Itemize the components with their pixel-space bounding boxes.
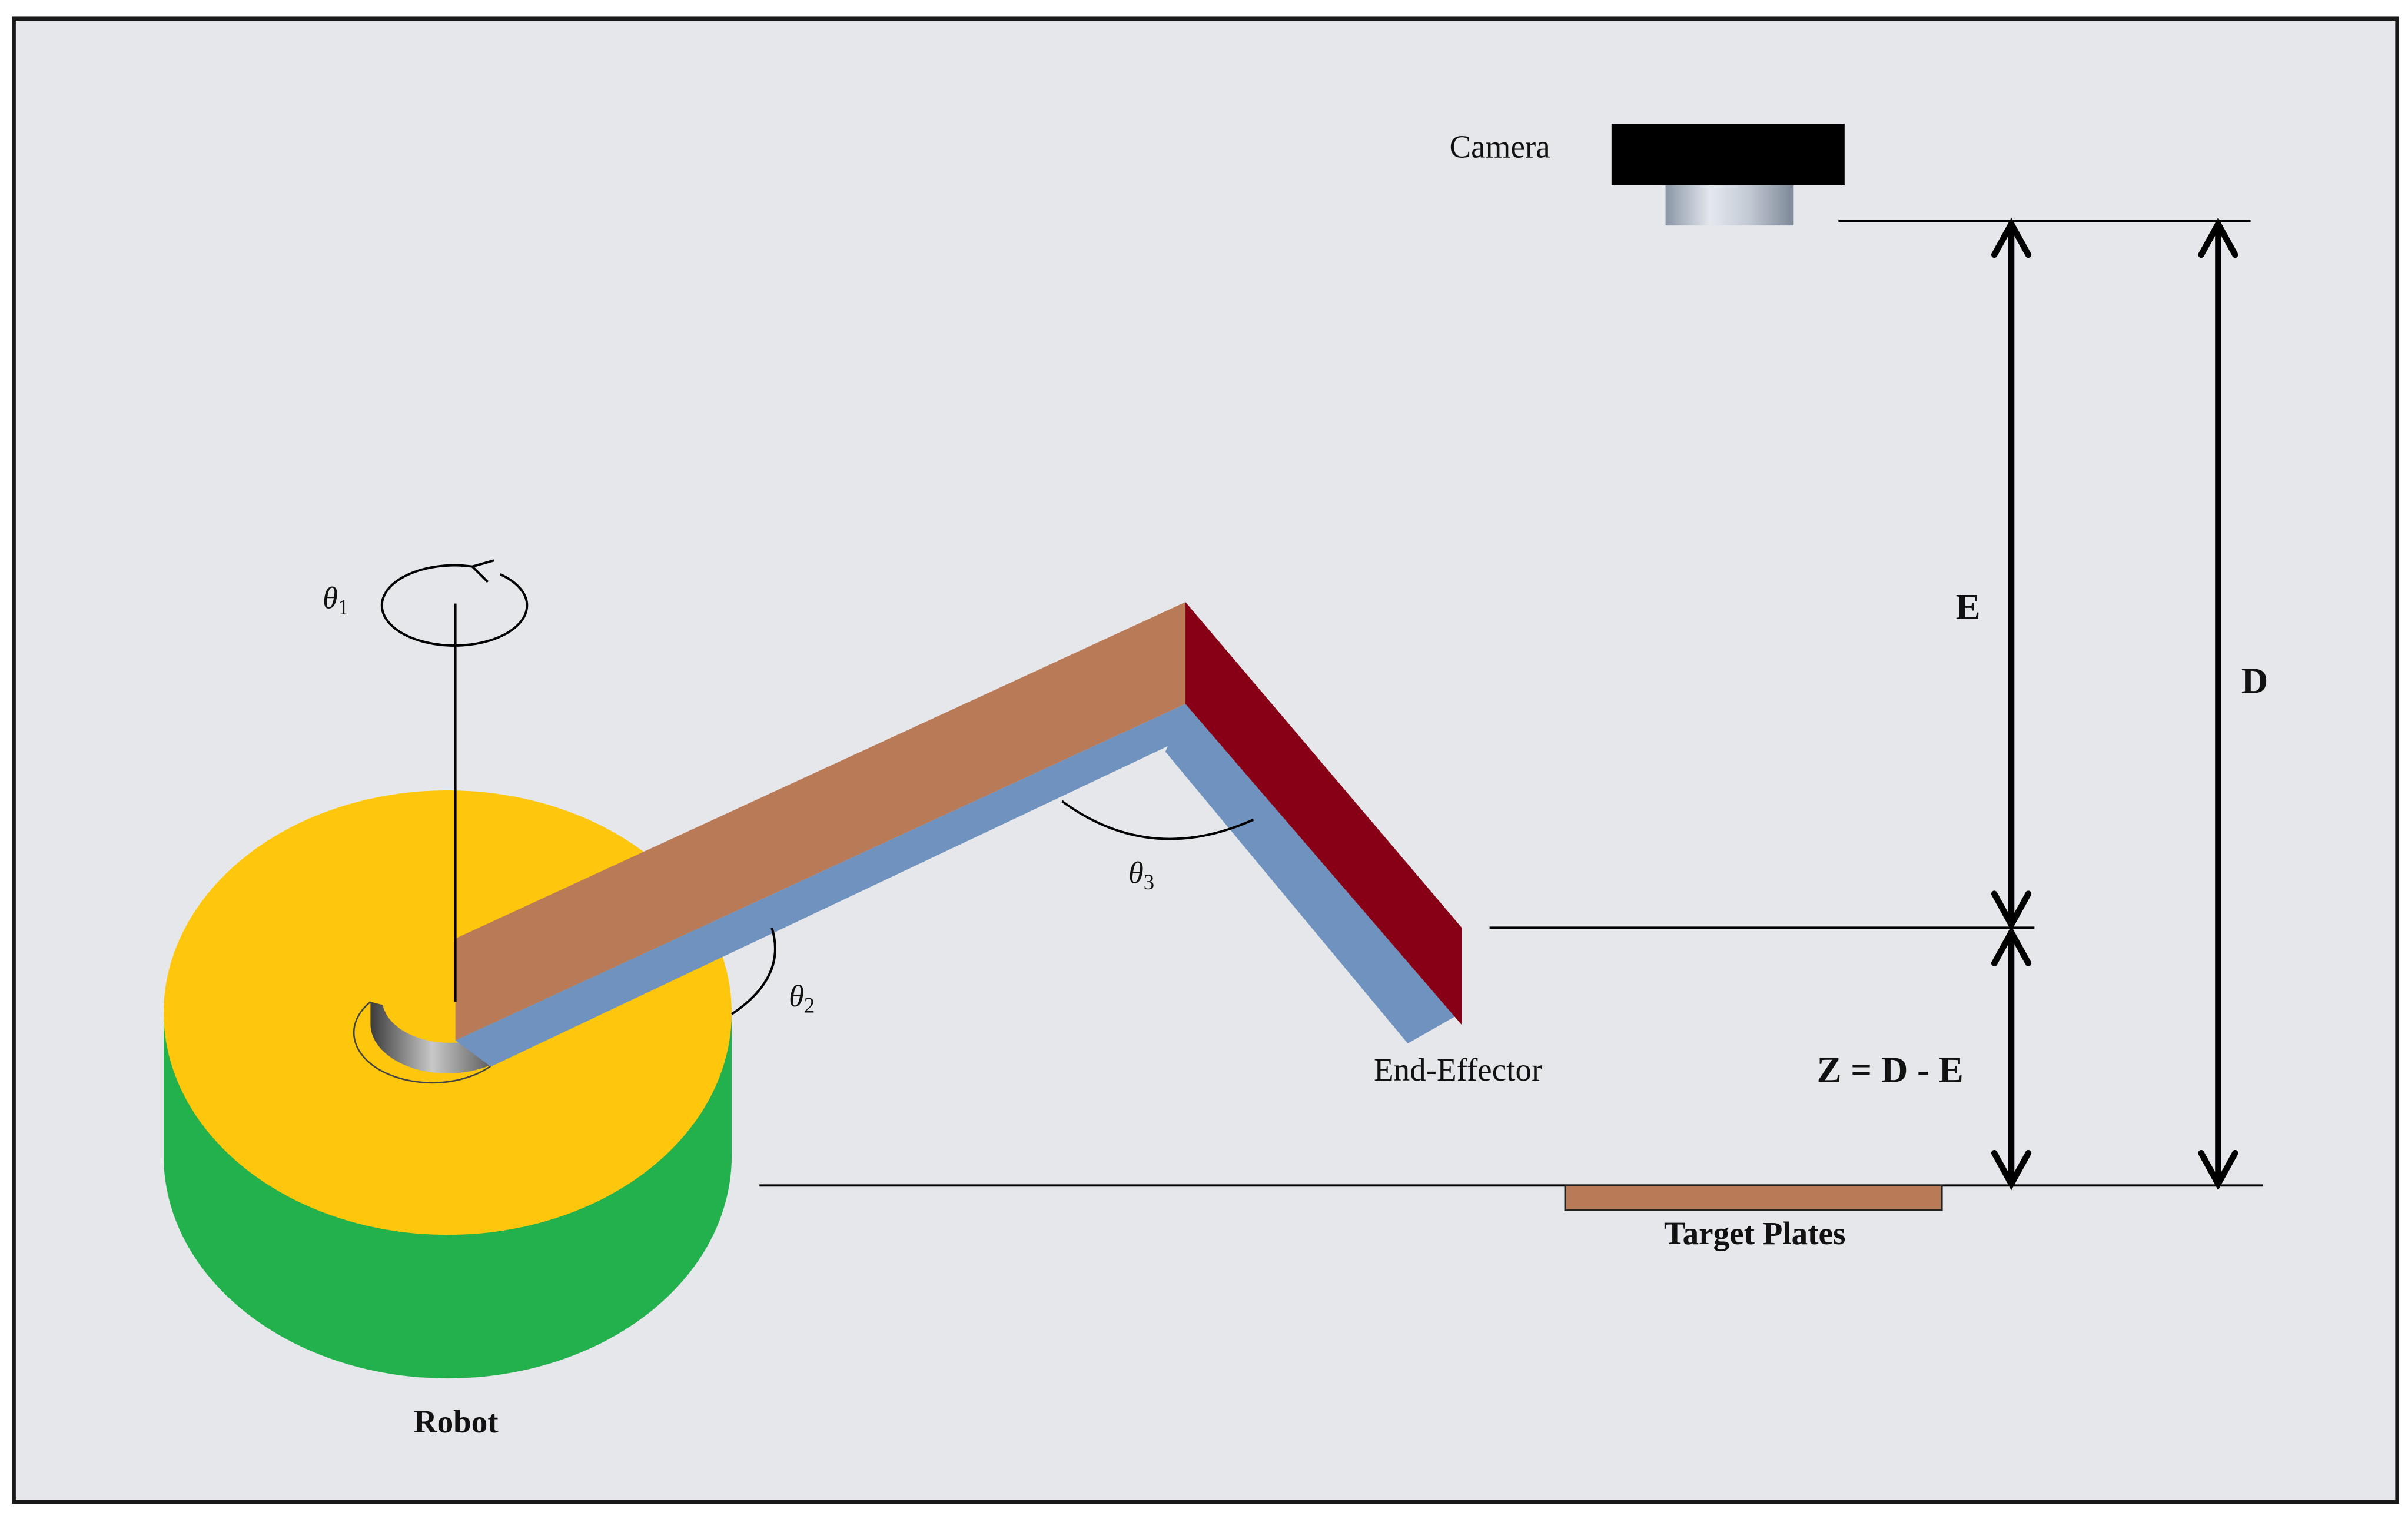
theta2-label: θ2 [789, 979, 815, 1017]
arm-link1-top [455, 602, 1186, 1041]
camera-body [1611, 124, 1845, 185]
robot-label: Robot [414, 1404, 499, 1440]
formula-label: Z = D - E [1817, 1049, 1964, 1091]
target-plate [1564, 1184, 1943, 1211]
theta1-label: θ1 [323, 581, 348, 619]
arm-link2-underside [1165, 704, 1462, 1044]
end-effector-label: End-Effector [1374, 1052, 1542, 1088]
dimension-z-arrow [1991, 926, 2032, 1191]
theta3-indicator: θ3 [1061, 800, 1254, 894]
theta2-indicator: θ2 [730, 927, 815, 1018]
dimension-e-arrow [1991, 217, 2032, 931]
dimension-d-arrow [2198, 217, 2238, 1191]
camera-label: Camera [1449, 129, 1550, 165]
theta1-indicator: θ1 [323, 559, 529, 1002]
shoulder-joint [370, 1002, 494, 1073]
camera [1611, 124, 1845, 226]
robot-arm [455, 602, 1462, 1067]
arm-link1-underside [455, 704, 1189, 1067]
theta3-label: θ3 [1128, 856, 1154, 893]
rotation-arrow-icon [380, 564, 529, 647]
camera-lens [1665, 185, 1794, 226]
target-plates-label: Target Plates [1664, 1215, 1845, 1251]
arm-link2-face [1185, 602, 1462, 1025]
dimension-e-label: E [1956, 586, 1981, 627]
dimension-d-label: D [2241, 660, 2268, 702]
